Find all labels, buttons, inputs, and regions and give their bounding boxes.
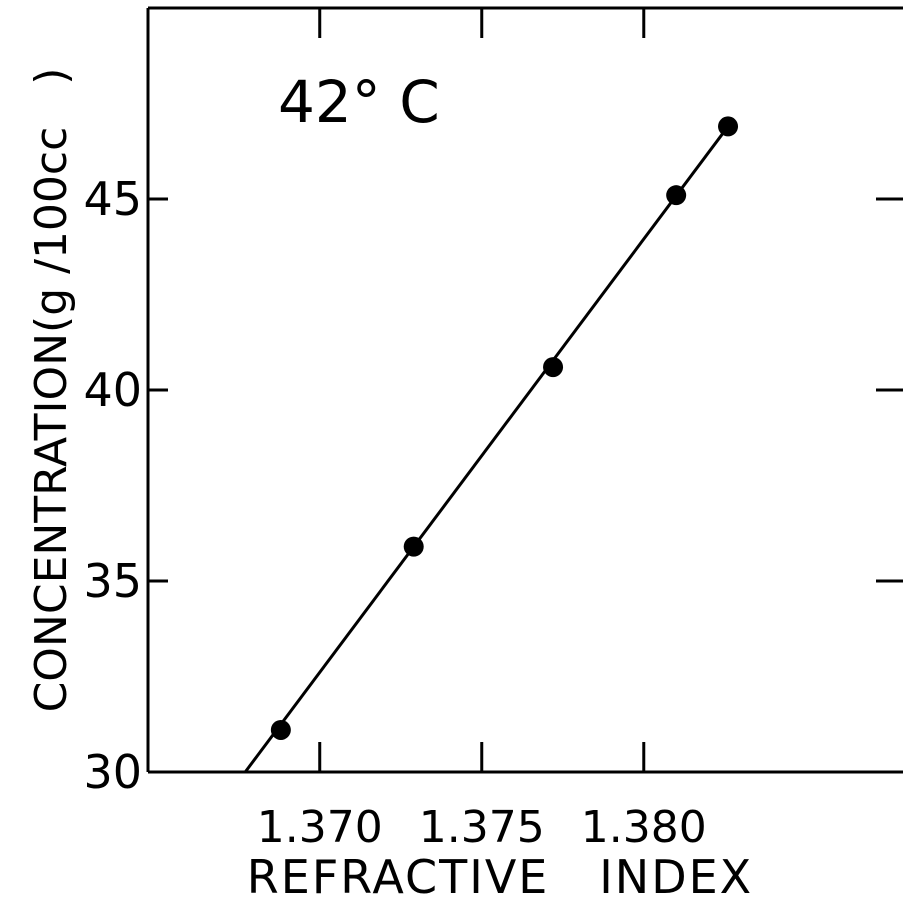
x-tick-label: 1.375 bbox=[419, 802, 545, 853]
axes bbox=[146, 6, 903, 774]
x-tick-label: 1.380 bbox=[581, 802, 707, 853]
data-point bbox=[543, 357, 564, 378]
ticks bbox=[148, 8, 903, 772]
data-point bbox=[270, 719, 291, 740]
y-tick-label: 35 bbox=[83, 554, 142, 608]
tick-labels: 1.370 1.375 1.380 30 35 40 45 bbox=[83, 172, 706, 853]
data-point bbox=[403, 536, 424, 557]
temperature-annotation: 42° C bbox=[278, 68, 440, 136]
fit-line bbox=[244, 125, 730, 773]
y-tick-label: 30 bbox=[83, 745, 142, 799]
x-axis-label: REFRACTIVE INDEX bbox=[247, 850, 753, 904]
data-point bbox=[718, 116, 739, 137]
y-axis-label: CONCENTRATION(g /100cc ) bbox=[26, 68, 77, 713]
data-point bbox=[666, 185, 687, 206]
data-points bbox=[270, 116, 739, 740]
x-tick-label: 1.370 bbox=[257, 802, 383, 853]
y-tick-label: 40 bbox=[83, 363, 142, 417]
fit-lines bbox=[244, 125, 730, 773]
y-tick-label: 45 bbox=[83, 172, 142, 226]
